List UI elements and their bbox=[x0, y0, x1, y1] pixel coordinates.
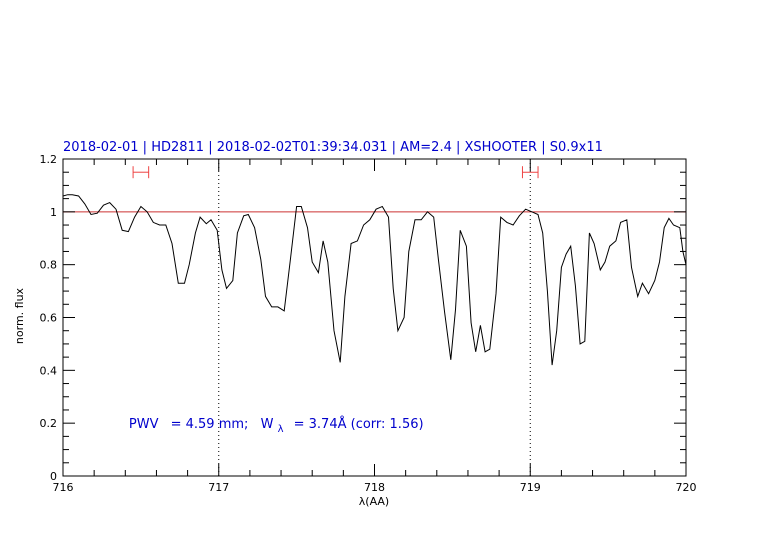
w-symbol: W bbox=[261, 417, 274, 432]
y-axis-label: norm. flux bbox=[13, 287, 26, 344]
chart-title: 2018-02-01 | HD2811 | 2018-02-02T01:39:3… bbox=[63, 140, 603, 155]
x-tick-label: 718 bbox=[364, 481, 385, 494]
y-tick-label: 1.2 bbox=[40, 153, 58, 166]
x-tick-label: 717 bbox=[208, 481, 229, 494]
pwv-annotation: PWV = 4.59 mm; W λ = 3.74Å (corr: 1.56) bbox=[129, 416, 424, 436]
pwv-value: = 4.59 mm; bbox=[171, 417, 249, 432]
range-markers bbox=[132, 166, 539, 179]
y-tick-label: 0.2 bbox=[40, 417, 58, 430]
w-subscript: λ bbox=[278, 424, 284, 435]
x-tick-label: 720 bbox=[676, 481, 697, 494]
y-axis-ticks: 0 0.2 0.4 0.6 0.8 1 1.2 bbox=[40, 153, 686, 483]
range-marker-1 bbox=[521, 166, 539, 179]
range-marker-0 bbox=[132, 166, 150, 179]
spectrum-line bbox=[62, 194, 687, 366]
y-tick-label: 1 bbox=[50, 206, 57, 219]
plot-area: 716 717 718 719 720 0 0.2 0.4 0.6 0.8 1 1.2 bbox=[40, 153, 697, 494]
vertical-markers bbox=[218, 159, 531, 476]
pwv-label: PWV bbox=[129, 417, 159, 432]
w-value: = 3.74Å (corr: 1.56) bbox=[294, 416, 424, 432]
y-tick-label: 0.8 bbox=[40, 259, 58, 272]
y-tick-label: 0.4 bbox=[40, 364, 58, 377]
x-axis-label: λ(AA) bbox=[359, 495, 389, 508]
x-axis-ticks: 716 717 718 719 720 bbox=[53, 159, 697, 494]
y-tick-label: 0 bbox=[50, 470, 57, 483]
y-tick-label: 0.6 bbox=[40, 312, 58, 325]
x-tick-label: 716 bbox=[53, 481, 74, 494]
x-tick-label: 719 bbox=[520, 481, 541, 494]
